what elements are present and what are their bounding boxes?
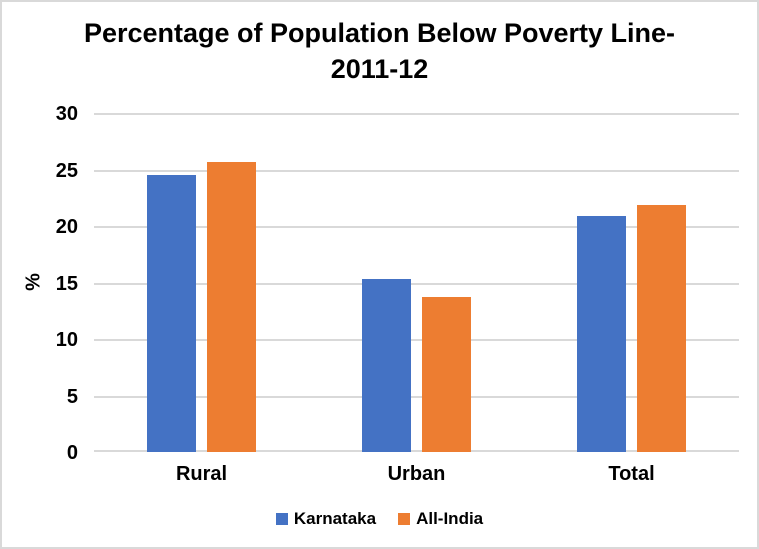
gridline-30 xyxy=(94,113,739,115)
y-tick-label-10: 10 xyxy=(55,329,78,351)
bar-group-total xyxy=(577,205,686,452)
bar-karnataka-urban xyxy=(362,279,411,452)
x-label-total: Total xyxy=(608,463,655,485)
y-axis-tick-labels: 0 5 10 15 20 25 30 xyxy=(2,104,78,463)
gridline-20 xyxy=(94,226,739,228)
bar-group-rural xyxy=(147,162,256,452)
legend-swatch-karnataka xyxy=(275,513,288,525)
chart-title-line1: Percentage of Population Below Poverty L… xyxy=(83,18,676,48)
gridline-25 xyxy=(94,169,739,172)
chart-title: Percentage of Population Below Poverty L… xyxy=(2,15,757,87)
plot-area xyxy=(94,113,739,452)
y-tick-label-0: 0 xyxy=(66,442,78,464)
legend: Karnataka All-India xyxy=(2,509,757,529)
y-tick-label-20: 20 xyxy=(55,216,78,238)
chart-title-line2: 2011-12 xyxy=(330,54,429,84)
legend-swatch-all-india xyxy=(398,513,411,525)
legend-item-karnataka: Karnataka xyxy=(275,509,377,529)
y-tick-label-5: 5 xyxy=(66,385,78,408)
bar-karnataka-total xyxy=(577,216,626,452)
x-label-rural: Rural xyxy=(175,463,228,485)
legend-item-all-india: All-India xyxy=(398,509,483,529)
x-label-urban: Urban xyxy=(387,463,446,485)
bar-group-urban xyxy=(362,279,471,452)
bar-all-india-rural xyxy=(207,162,256,452)
bar-karnataka-rural xyxy=(147,175,196,452)
y-tick-label-25: 25 xyxy=(55,159,78,182)
legend-label-karnataka: Karnataka xyxy=(293,509,377,528)
gridline-10 xyxy=(94,339,739,341)
gridline-5 xyxy=(94,395,739,398)
x-axis-category-labels: Rural Urban Total xyxy=(94,463,739,487)
legend-label-all-india: All-India xyxy=(416,509,484,528)
x-axis-line xyxy=(94,450,739,452)
y-tick-label-30: 30 xyxy=(55,103,78,125)
gridline-15 xyxy=(94,282,739,285)
bar-all-india-total xyxy=(637,205,686,452)
y-tick-label-15: 15 xyxy=(55,272,78,295)
bar-all-india-urban xyxy=(422,297,471,452)
